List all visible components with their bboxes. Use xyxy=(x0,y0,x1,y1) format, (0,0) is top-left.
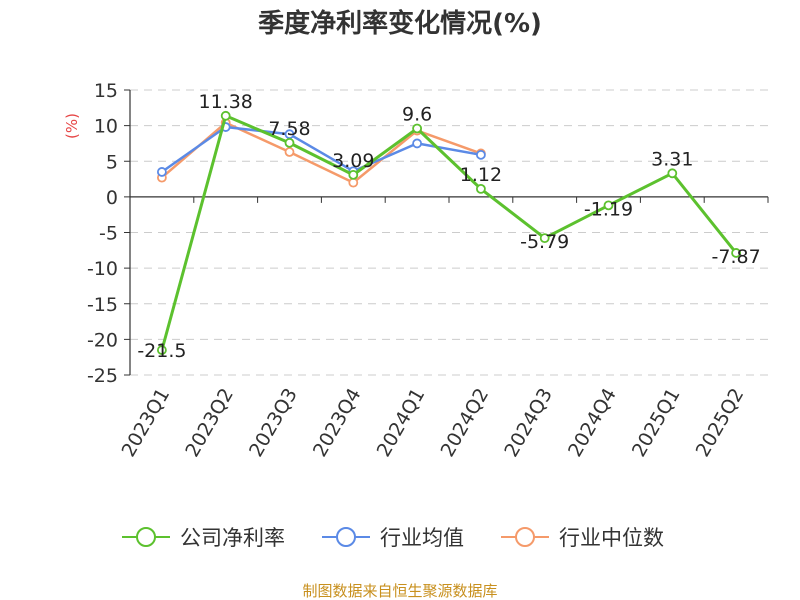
legend-item[interactable]: 行业中位数 xyxy=(501,526,664,550)
y-tick-label: 15 xyxy=(94,80,118,102)
x-tick-label: 2025Q2 xyxy=(692,385,749,461)
data-point[interactable] xyxy=(156,345,167,355)
grid xyxy=(130,89,768,376)
y-tick-label: -10 xyxy=(87,258,118,280)
data-label: 3.09 xyxy=(332,150,374,172)
y-tick-label: -5 xyxy=(99,223,118,245)
data-labels: -21.5 11.38 7.58 3.09 9.6 1.12 -5.79 -1.19 3.31 -… xyxy=(137,91,760,362)
y-tick-label: 10 xyxy=(94,116,118,138)
data-point[interactable] xyxy=(348,169,359,180)
legend-marker-icon xyxy=(515,527,535,547)
data-label: 7.58 xyxy=(268,118,310,140)
y-tick-label: 0 xyxy=(106,187,118,209)
legend-item[interactable]: 行业均值 xyxy=(322,526,464,550)
data-label: -21.5 xyxy=(137,340,186,362)
legend[interactable]: 公司净利率 行业均值 行业中位数 xyxy=(122,526,664,550)
data-label: -1.19 xyxy=(584,198,633,220)
legend-marker-icon xyxy=(136,527,156,547)
series-line xyxy=(160,114,738,351)
legend-label: 公司净利率 xyxy=(180,526,285,550)
x-tick-label: 2024Q4 xyxy=(564,385,621,461)
y-tick-label: -20 xyxy=(87,329,118,351)
y-axis-unit: (%) xyxy=(63,113,81,139)
legend-marker-icon xyxy=(336,527,356,547)
x-tick-label: 2023Q3 xyxy=(245,385,302,461)
data-label: 3.31 xyxy=(651,148,693,170)
data-point[interactable] xyxy=(284,137,295,148)
series xyxy=(156,110,741,355)
series-line xyxy=(161,125,482,173)
y-tick-label: 5 xyxy=(106,151,118,173)
legend-label: 行业均值 xyxy=(380,526,464,550)
x-tick-label: 2024Q3 xyxy=(500,385,557,461)
data-point[interactable] xyxy=(603,200,614,211)
series-0 xyxy=(156,110,741,355)
x-tick-label: 2025Q1 xyxy=(628,385,685,461)
data-point[interactable] xyxy=(475,183,486,194)
x-tick-label: 2023Q2 xyxy=(181,385,238,461)
x-tick-label: 2023Q1 xyxy=(117,385,174,461)
x-tick-label: 2024Q2 xyxy=(436,385,493,461)
series-line xyxy=(161,121,482,184)
data-point[interactable] xyxy=(539,233,550,244)
data-point[interactable] xyxy=(475,149,486,160)
data-label: 11.38 xyxy=(198,91,252,113)
chart-title: 季度净利率变化情况(%) xyxy=(258,8,542,39)
data-label: -7.87 xyxy=(712,246,761,268)
data-label: 9.6 xyxy=(402,103,432,125)
data-label: 1.12 xyxy=(460,164,502,186)
x-tick-label: 2024Q1 xyxy=(373,385,430,461)
source-note: 制图数据来自恒生聚源数据库 xyxy=(302,582,497,600)
data-point[interactable] xyxy=(412,138,423,149)
data-point[interactable] xyxy=(156,167,167,177)
data-point[interactable] xyxy=(284,147,295,157)
y-tick-label: -25 xyxy=(87,365,118,387)
x-tick-label: 2023Q4 xyxy=(309,385,366,461)
y-tick-label: -15 xyxy=(87,294,118,316)
data-point[interactable] xyxy=(412,123,423,134)
legend-item[interactable]: 公司净利率 xyxy=(122,526,285,550)
data-point[interactable] xyxy=(348,177,359,188)
data-point[interactable] xyxy=(667,168,678,179)
legend-label: 行业中位数 xyxy=(559,526,664,550)
data-label: -5.79 xyxy=(520,231,569,253)
data-point[interactable] xyxy=(220,110,231,121)
data-point[interactable] xyxy=(731,248,741,258)
